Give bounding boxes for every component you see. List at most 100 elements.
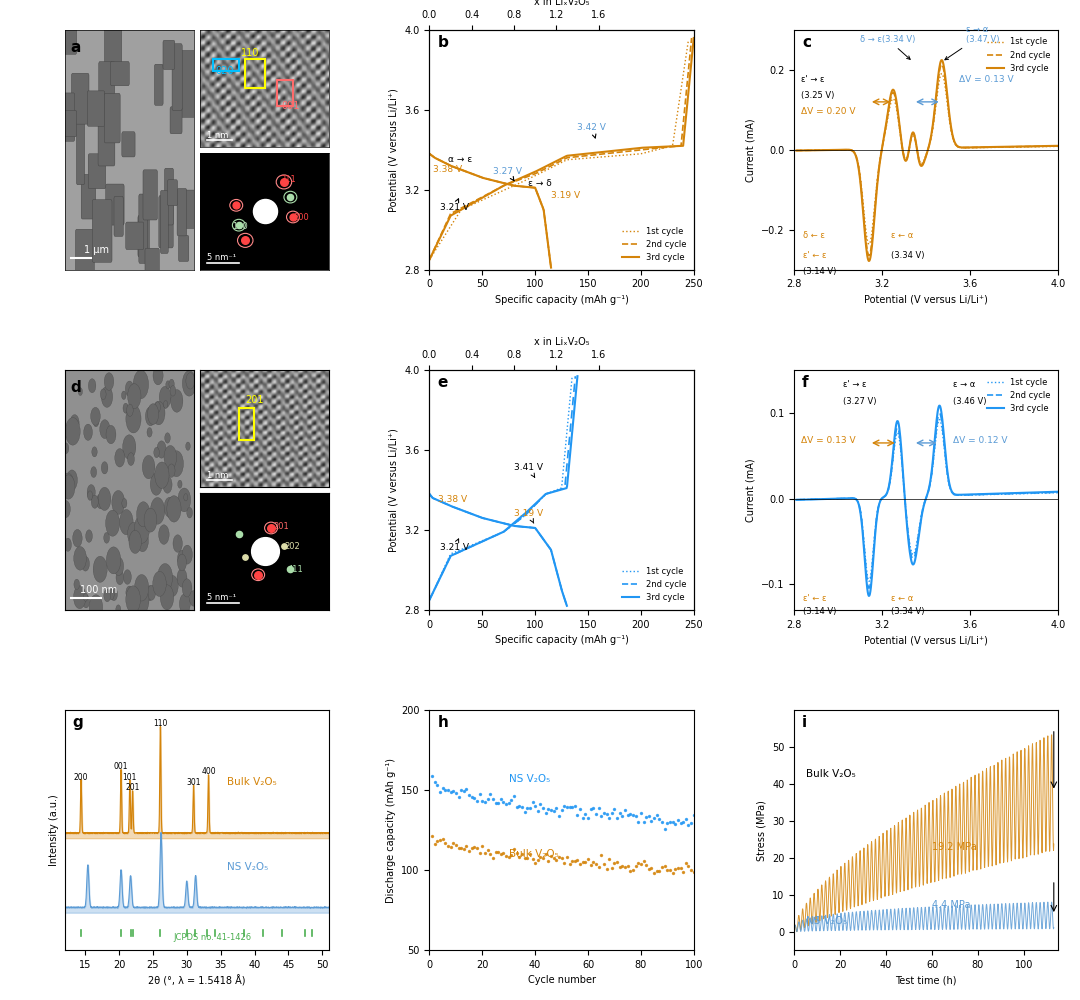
Circle shape (100, 389, 106, 400)
Point (495, 794, 512, 810)
Point (640, 808, 658, 824)
Point (535, 850, 552, 866)
Point (548, 852, 565, 868)
FancyBboxPatch shape (58, 20, 77, 54)
Text: 202: 202 (284, 542, 299, 551)
Circle shape (87, 485, 95, 500)
FancyBboxPatch shape (114, 196, 123, 236)
Circle shape (85, 530, 93, 542)
Point (675, 864, 692, 880)
Point (611, 805, 629, 821)
Point (564, 853, 581, 869)
Text: 211: 211 (280, 175, 296, 184)
FancyBboxPatch shape (177, 188, 187, 236)
Point (455, 841, 472, 857)
Point (566, 853, 583, 869)
Circle shape (105, 373, 113, 390)
Point (282, 561, 299, 577)
X-axis label: Specific capacity (mAh g⁻¹): Specific capacity (mAh g⁻¹) (495, 635, 629, 645)
Circle shape (73, 586, 86, 609)
Point (683, 862, 700, 878)
Point (608, 810, 625, 826)
Point (431, 784, 448, 800)
Circle shape (166, 381, 171, 389)
X-axis label: Potential (V versus Li/Li⁺): Potential (V versus Li/Li⁺) (864, 295, 988, 305)
FancyBboxPatch shape (63, 93, 75, 141)
Text: a: a (70, 40, 80, 55)
Point (531, 849, 549, 865)
Point (498, 848, 515, 864)
Circle shape (159, 525, 170, 544)
Point (508, 799, 525, 815)
Point (429, 777, 446, 793)
Circle shape (167, 464, 175, 477)
Circle shape (177, 550, 187, 567)
Circle shape (157, 441, 166, 458)
Point (487, 795, 504, 811)
Point (617, 802, 634, 818)
Point (656, 821, 673, 837)
FancyBboxPatch shape (105, 15, 122, 68)
Point (606, 801, 623, 817)
Text: 3.41 V: 3.41 V (514, 463, 543, 477)
Text: 3.42 V: 3.42 V (578, 123, 606, 138)
Point (670, 860, 687, 876)
Text: 110: 110 (153, 719, 167, 728)
Point (500, 795, 517, 811)
Point (476, 845, 494, 861)
Point (511, 849, 528, 865)
Circle shape (65, 538, 71, 551)
Point (537, 846, 554, 862)
Circle shape (179, 594, 190, 614)
Point (460, 787, 477, 803)
Point (228, 197, 245, 213)
Circle shape (102, 386, 112, 407)
Y-axis label: Current (mA): Current (mA) (745, 458, 756, 522)
Point (664, 865, 681, 881)
Text: 100 nm: 100 nm (80, 585, 118, 595)
Text: NS V₂O₅: NS V₂O₅ (509, 774, 550, 784)
Text: ε' → ε: ε' → ε (800, 75, 824, 84)
Text: Bulk V₂O₅: Bulk V₂O₅ (228, 777, 278, 787)
FancyBboxPatch shape (98, 62, 114, 128)
Point (540, 853, 557, 869)
Circle shape (134, 515, 149, 543)
FancyBboxPatch shape (178, 235, 189, 261)
Point (651, 863, 669, 879)
Point (505, 788, 523, 804)
FancyBboxPatch shape (154, 64, 163, 105)
Point (637, 857, 654, 873)
Point (571, 801, 589, 817)
Point (551, 849, 568, 865)
Circle shape (90, 595, 103, 620)
Point (617, 859, 634, 875)
Point (577, 806, 594, 822)
FancyBboxPatch shape (110, 61, 130, 86)
Circle shape (122, 498, 127, 508)
Circle shape (112, 490, 124, 514)
Point (237, 232, 254, 248)
Point (672, 815, 689, 831)
Circle shape (136, 502, 150, 527)
Point (575, 810, 592, 826)
Point (484, 850, 501, 866)
Text: i: i (802, 715, 807, 730)
Legend: 1st cycle, 2nd cycle, 3rd cycle: 1st cycle, 2nd cycle, 3rd cycle (984, 34, 1054, 76)
Point (635, 853, 652, 869)
Text: 201: 201 (245, 395, 264, 405)
Circle shape (106, 547, 121, 574)
Text: (3.27 V): (3.27 V) (842, 397, 876, 406)
Point (423, 768, 441, 784)
FancyBboxPatch shape (138, 215, 149, 257)
FancyBboxPatch shape (143, 170, 158, 220)
Text: e: e (437, 375, 448, 390)
Circle shape (147, 428, 152, 437)
Circle shape (110, 587, 118, 601)
FancyBboxPatch shape (181, 190, 195, 228)
Point (685, 864, 702, 880)
Circle shape (137, 530, 148, 552)
Circle shape (96, 494, 105, 509)
FancyBboxPatch shape (159, 196, 173, 248)
Point (453, 840, 470, 856)
FancyBboxPatch shape (145, 248, 160, 283)
